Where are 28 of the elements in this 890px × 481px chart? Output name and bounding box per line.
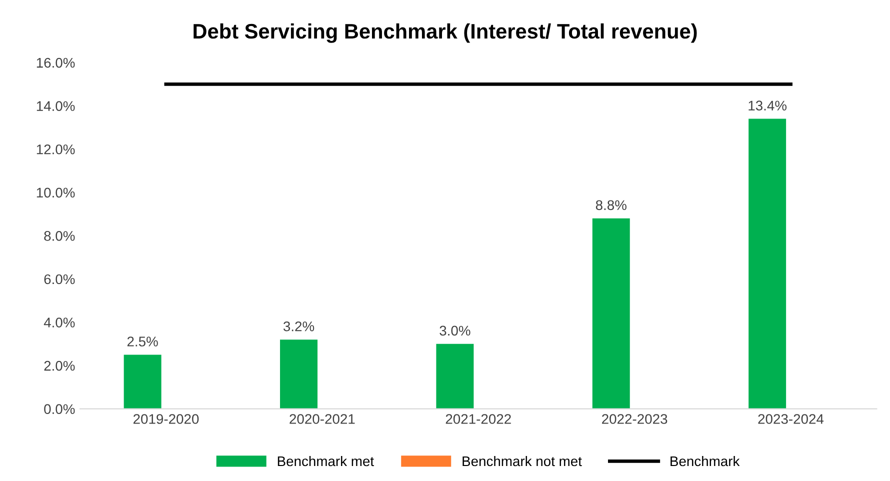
data-label: 8.8% [596,200,626,210]
data-label: 2.5% [127,336,158,346]
bar [436,344,474,409]
bar [748,118,786,409]
x-tick-label: 2022-2023 [602,414,668,424]
y-tick-label: 16.0% [36,58,75,68]
data-label: 13.4% [748,100,787,111]
data-label: 3.2% [283,321,314,332]
x-tick-label: 2023-2024 [758,414,824,424]
bar [124,354,162,409]
legend-label: Benchmark not met [462,456,582,466]
legend-label: Benchmark [670,456,740,466]
y-tick-label: 12.0% [36,144,75,154]
x-tick-label: 2019-2020 [133,414,199,424]
y-tick-label: 0.0% [44,404,75,414]
legend-label: Benchmark met [278,456,374,466]
x-tick-label: 2020-2021 [290,414,355,424]
chart-title: Debt Servicing Benchmark (Interest/ Total revenue) [194,23,697,43]
x-tick-label: 2021-2022 [446,414,511,424]
data-label: 3.0% [440,326,470,336]
y-tick-label: 6.0% [44,274,75,284]
y-tick-label: 4.0% [44,318,75,328]
y-tick-label: 8.0% [44,231,75,241]
bar [592,218,630,409]
y-tick-label: 14.0% [36,101,75,111]
y-tick-label: 2.0% [44,360,75,371]
bar [280,340,318,409]
y-tick-label: 10.0% [36,188,75,198]
